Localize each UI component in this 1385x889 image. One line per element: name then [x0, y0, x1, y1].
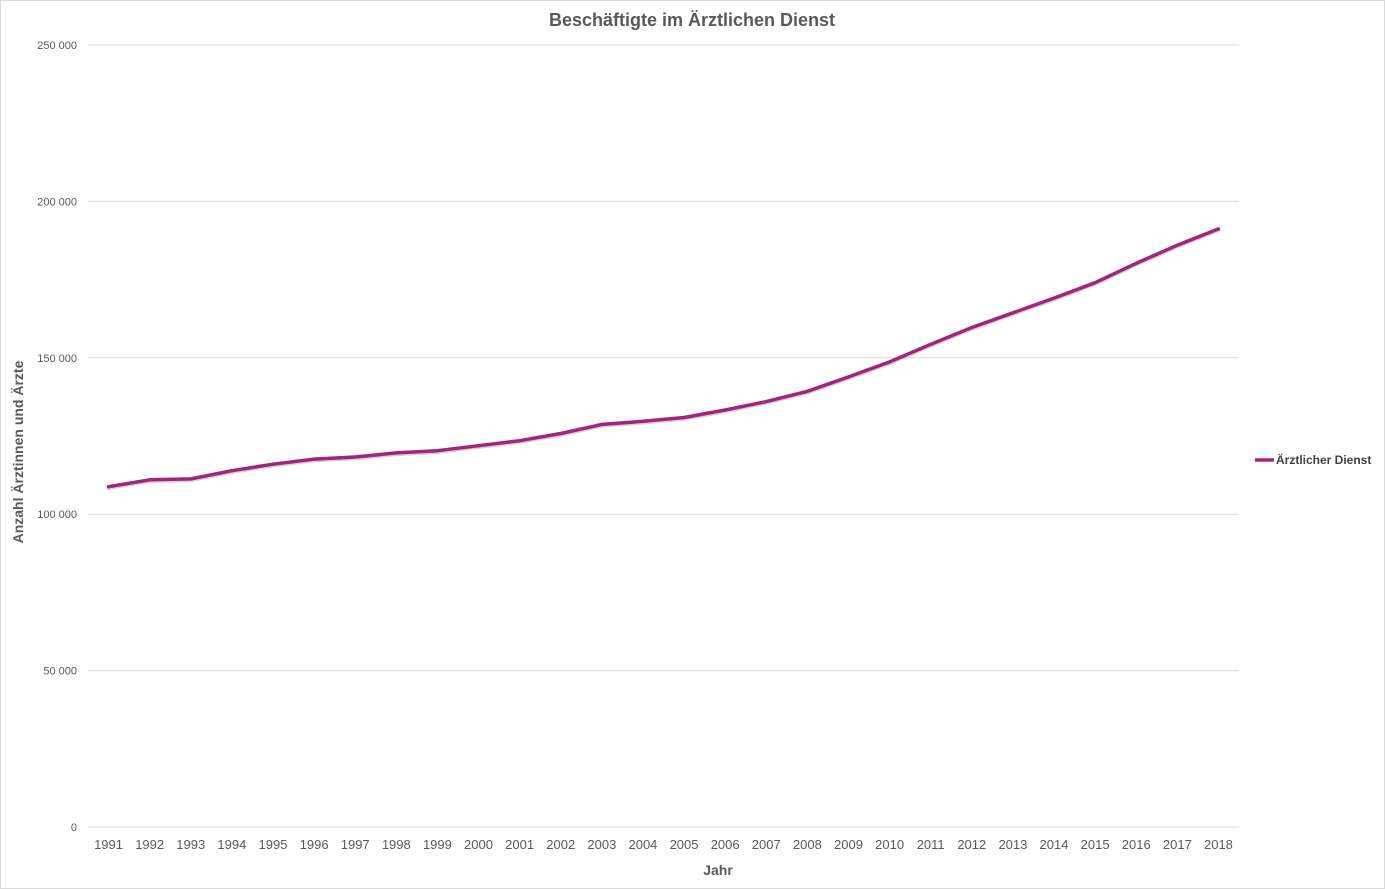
data-point [888, 360, 892, 364]
x-tick-label: 2012 [957, 837, 986, 852]
data-point [764, 400, 768, 404]
data-point [518, 439, 522, 443]
x-tick-label: 2014 [1040, 837, 1069, 852]
data-point [107, 485, 111, 489]
series-line-shadow [106, 228, 1221, 490]
x-tick-label: 1993 [176, 837, 205, 852]
x-tick-label: 2018 [1204, 837, 1233, 852]
data-point [1134, 261, 1138, 265]
legend: Ärztlicher Dienst [1255, 452, 1371, 467]
data-point [1052, 296, 1056, 300]
data-point [559, 432, 563, 435]
x-tick-label: 2011 [917, 837, 945, 852]
x-tick-label: 2015 [1081, 837, 1110, 852]
data-point [477, 444, 480, 448]
data-point [312, 457, 316, 461]
data-point [435, 449, 439, 453]
data-point [682, 416, 686, 419]
y-tick-label: 0 [71, 822, 77, 834]
x-tick-label: 2005 [670, 837, 699, 852]
data-point [1175, 243, 1179, 247]
x-tick-label: 1991 [94, 837, 123, 852]
y-axis-label: Anzahl Ärztinnen und Ärzte [10, 360, 26, 543]
y-axis-ticks: 0 50 000 100 000 150 000 200 000 250 000 [37, 40, 77, 834]
x-tick-label: 1996 [300, 837, 329, 852]
data-point [600, 422, 604, 426]
data-point [271, 462, 275, 466]
data-point [723, 408, 727, 412]
data-point [394, 451, 398, 455]
data-point [805, 389, 809, 393]
data-point [970, 326, 974, 329]
y-tick-label: 250 000 [37, 40, 77, 52]
y-tick-label: 100 000 [37, 509, 77, 521]
legend-label-aerztlicher-dienst: Ärztlicher Dienst [1276, 452, 1371, 467]
x-tick-label: 2006 [711, 837, 740, 852]
x-tick-label: 2004 [628, 837, 657, 852]
x-tick-label: 1994 [217, 837, 246, 852]
x-tick-label: 2000 [464, 837, 493, 852]
x-tick-label: 2009 [834, 837, 863, 852]
data-point [230, 469, 234, 473]
series-line-aerztlicher-dienst [106, 227, 1221, 489]
x-tick-label: 2001 [505, 837, 534, 852]
data-point [353, 455, 357, 459]
x-tick-label: 2008 [793, 837, 822, 852]
x-tick-label: 1992 [135, 837, 164, 852]
gridlines [88, 44, 1239, 828]
x-tick-label: 2013 [998, 837, 1027, 852]
y-tick-label: 200 000 [37, 196, 77, 208]
data-point [641, 419, 645, 423]
data-point [189, 477, 193, 481]
data-point [847, 375, 850, 379]
x-tick-label: 2007 [752, 837, 781, 852]
data-point [148, 478, 152, 482]
x-tick-label: 2010 [875, 837, 904, 852]
x-tick-label: 2017 [1163, 837, 1192, 852]
x-axis-ticks: 1991 1992 1993 1994 1995 1996 1997 1998 1999 2000… [94, 837, 1233, 852]
y-tick-label: 150 000 [37, 353, 77, 365]
x-tick-label: 2002 [546, 837, 575, 852]
series-group [106, 227, 1221, 490]
y-tick-label: 50 000 [43, 666, 77, 678]
data-point [1011, 311, 1015, 315]
data-point [1216, 227, 1220, 231]
x-tick-label: 2016 [1122, 837, 1151, 852]
x-axis-label: Jahr [703, 862, 733, 878]
x-tick-label: 1998 [382, 837, 411, 852]
x-tick-label: 1995 [259, 837, 288, 852]
x-tick-label: 1999 [423, 837, 452, 852]
x-tick-label: 1997 [341, 837, 370, 852]
data-point [929, 342, 933, 346]
data-point [1093, 281, 1097, 285]
chart-title: Beschäftigte im Ärztlichen Dienst [549, 10, 835, 30]
x-tick-label: 2003 [587, 837, 616, 852]
